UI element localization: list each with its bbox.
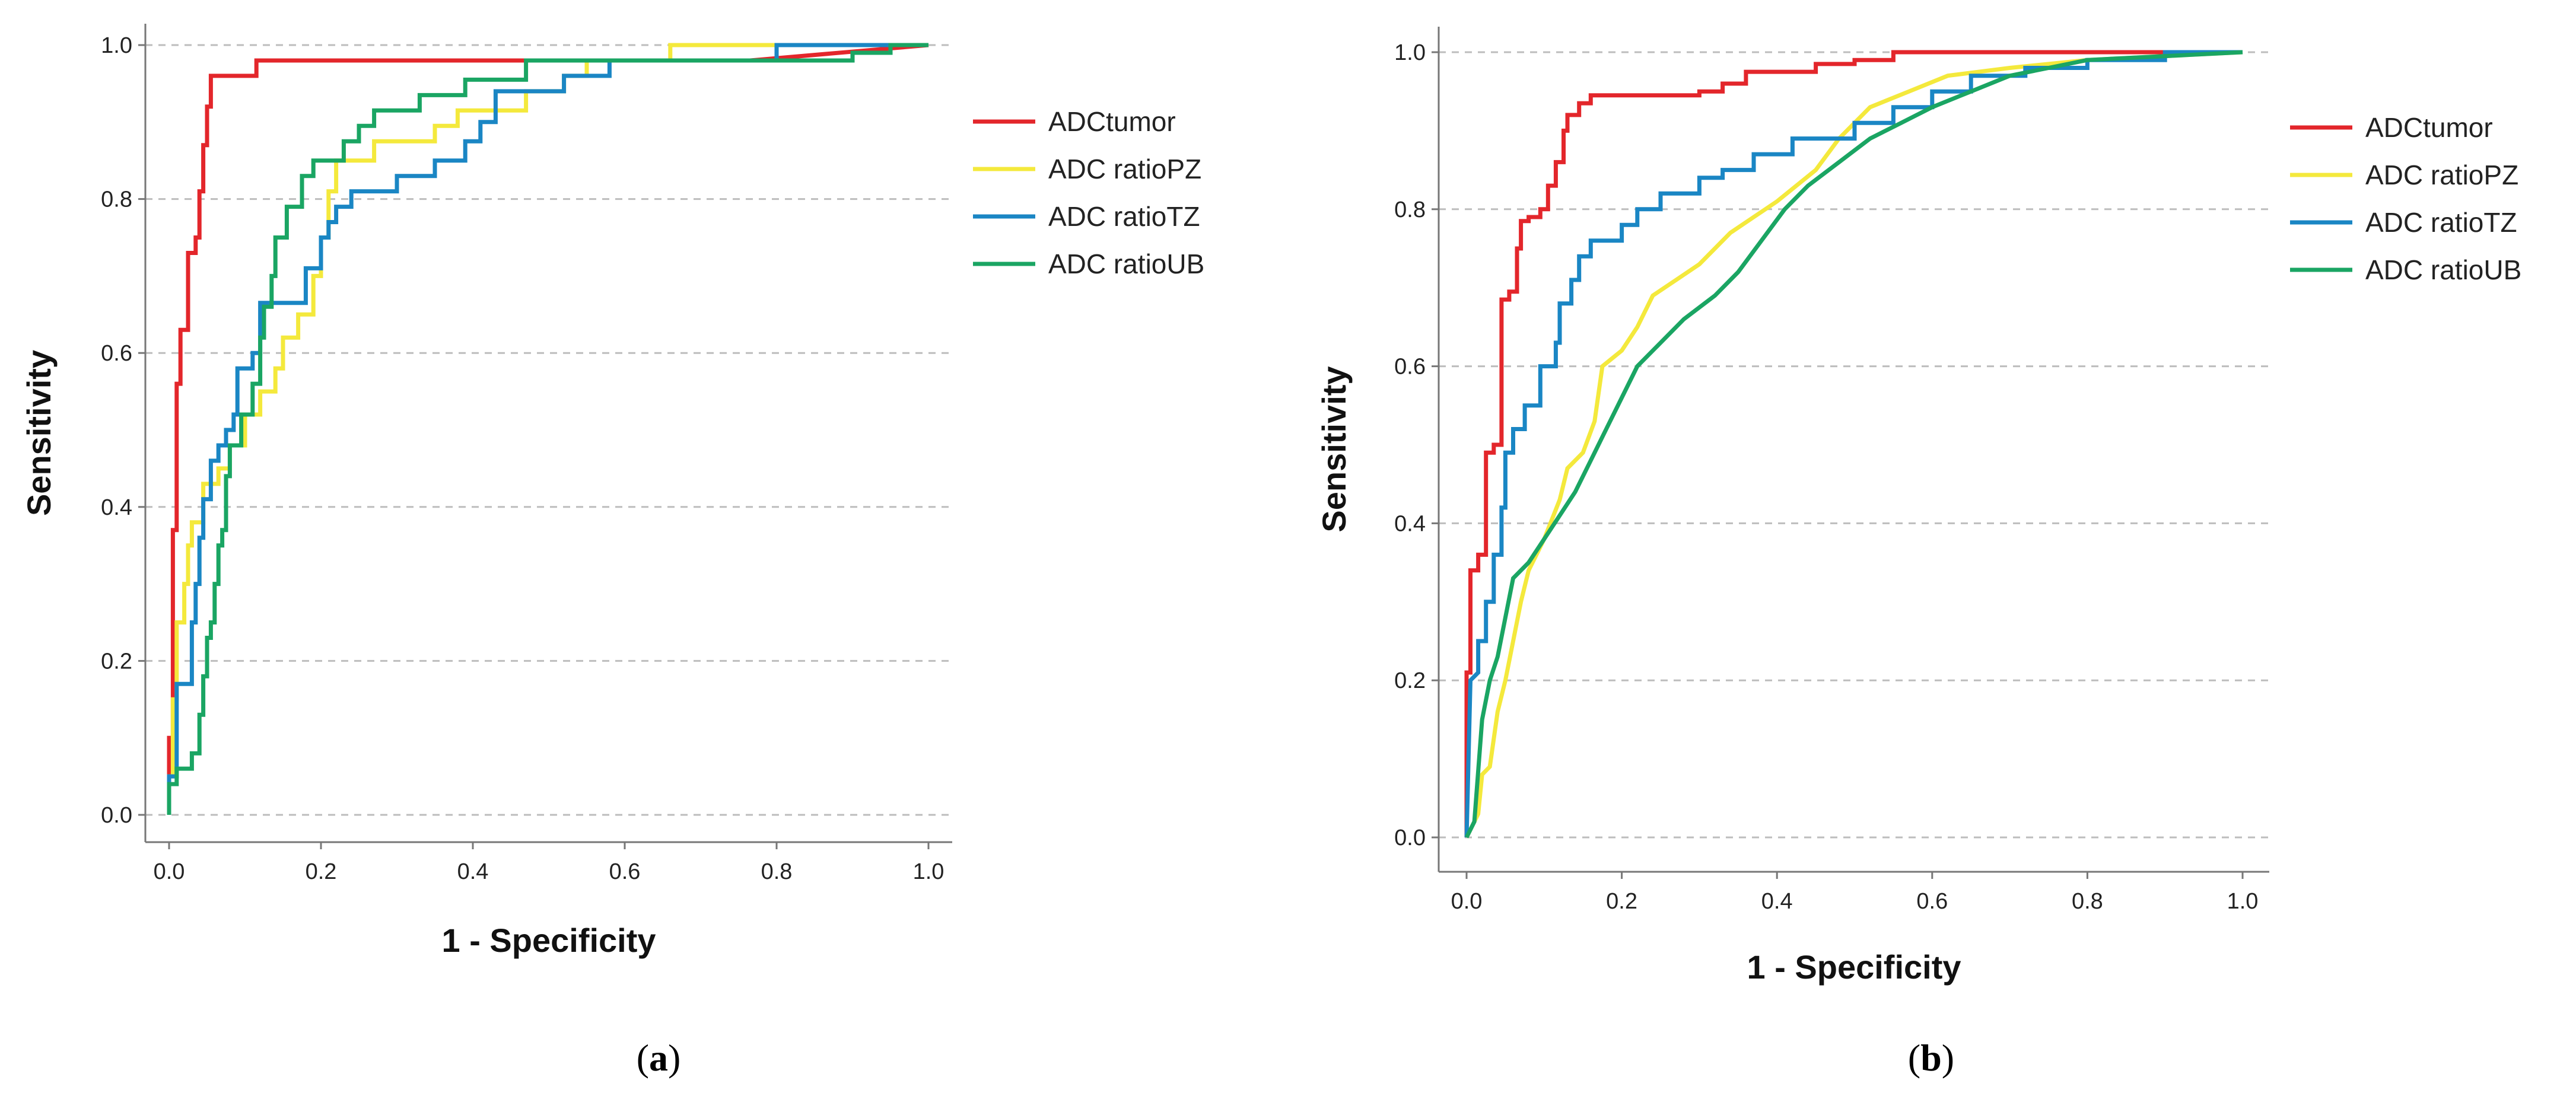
legend-label-adc-ratiotz: ADC ratioTZ (2365, 207, 2517, 238)
x-tick-label: 0.0 (154, 859, 185, 884)
legend-label-adc-ratioub: ADC ratioUB (1048, 248, 1204, 279)
y-tick-label: 0.4 (1394, 511, 1426, 536)
panel-caption: (b) (1908, 1037, 1954, 1079)
y-tick-label: 0.8 (101, 187, 132, 212)
y-tick-label: 0.8 (1394, 197, 1426, 222)
legend-label-adctumor: ADCtumor (1048, 106, 1176, 137)
caption-open-paren: ( (1908, 1037, 1920, 1079)
x-tick-label: 0.0 (1451, 889, 1483, 914)
legend-label-adctumor: ADCtumor (2365, 112, 2493, 143)
y-tick-label: 0.6 (1394, 355, 1426, 380)
y-tick-label: 1.0 (1394, 40, 1426, 65)
series-line-adc-ratiopz (167, 43, 928, 815)
y-tick-label: 0.0 (1394, 826, 1426, 850)
y-axis-label: Sensitivity (20, 350, 58, 516)
x-tick-label: 1.0 (913, 859, 944, 884)
x-tick-label: 0.8 (761, 859, 793, 884)
legend-label-adc-ratiopz: ADC ratioPZ (2365, 160, 2518, 190)
caption-close-paren: ) (1942, 1037, 1954, 1079)
x-axis-label: 1 - Specificity (1747, 948, 1961, 986)
panel-caption: (a) (637, 1037, 681, 1079)
panel-b: 0.0 0.2 0.4 0.6 0.8 1.0 0.0 0.2 0.4 0.6 0.8 1.0 1 - … (1315, 27, 2521, 1079)
caption-close-paren: ) (668, 1037, 680, 1079)
y-tick-label: 1.0 (101, 33, 132, 58)
x-tick-label: 0.4 (457, 859, 489, 884)
y-tick-label: 0.2 (1394, 668, 1426, 693)
x-tick-label: 0.2 (306, 859, 337, 884)
y-tick-label: 0.6 (101, 341, 132, 366)
legend-label-adc-ratiotz: ADC ratioTZ (1048, 201, 1200, 232)
series-line-adctumor (1464, 50, 2243, 837)
x-axis-label: 1 - Specificity (441, 922, 656, 959)
y-axis-label: Sensitivity (1315, 366, 1353, 532)
caption-letter: a (649, 1037, 668, 1079)
series-line-adc-ratioub (167, 43, 928, 815)
y-tick-label: 0.4 (101, 495, 132, 520)
series-line-adc-ratiotz (167, 43, 928, 815)
caption-open-paren: ( (637, 1037, 649, 1079)
legend-label-adc-ratiopz: ADC ratioPZ (1048, 154, 1201, 184)
x-tick-label: 0.8 (2072, 889, 2103, 914)
x-tick-label: 0.4 (1761, 889, 1793, 914)
series-line-adc-ratiotz (1464, 50, 2243, 838)
x-tick-label: 0.6 (609, 859, 641, 884)
series-line-adctumor (167, 43, 929, 815)
legend-label-adc-ratioub: ADC ratioUB (2365, 254, 2521, 285)
series-line-adc-ratioub (1464, 50, 2243, 839)
y-tick-label: 0.0 (101, 803, 132, 828)
caption-letter: b (1920, 1037, 1942, 1079)
x-tick-label: 0.6 (1916, 889, 1948, 914)
x-tick-label: 1.0 (2227, 889, 2259, 914)
panel-a: 0.0 0.2 0.4 0.6 0.8 1.0 0.0 0.2 0.4 0.6 0.8 1.0 1 - … (20, 24, 1204, 1079)
x-tick-label: 0.2 (1606, 889, 1637, 914)
series-line-adc-ratiopz (1464, 50, 2243, 839)
y-tick-label: 0.2 (101, 649, 132, 674)
